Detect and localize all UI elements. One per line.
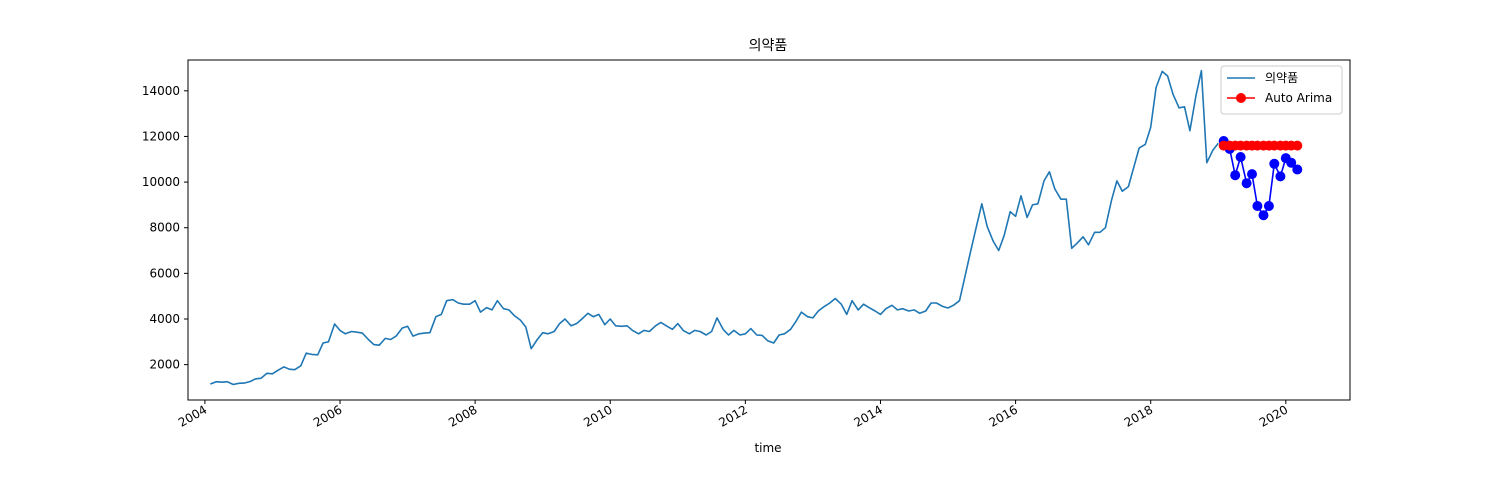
series-1-point-10 <box>1275 171 1286 182</box>
x-tick-label-2: 2008 <box>446 402 479 429</box>
x-tick-label-5: 2014 <box>852 402 885 429</box>
y-tick-label-1: 4000 <box>149 312 180 326</box>
x-tick-label-7: 2018 <box>1122 402 1155 429</box>
x-axis-title: time <box>754 441 781 455</box>
series-1-point-8 <box>1263 201 1274 211</box>
y-tick-label-6: 14000 <box>142 84 180 98</box>
x-tick-label-0: 2004 <box>176 402 209 429</box>
x-tick-label-4: 2012 <box>716 402 749 429</box>
series-1-point-12 <box>1286 157 1297 168</box>
y-tick-label-3: 8000 <box>149 221 180 235</box>
y-tick-label-2: 6000 <box>149 266 180 280</box>
chart-title: 의약품 <box>749 38 788 54</box>
series-1-point-6 <box>1252 201 1263 211</box>
legend-label-series-2: Auto Arima <box>1265 91 1332 105</box>
plot-frame <box>187 59 1351 401</box>
plot-area <box>188 60 1350 400</box>
y-tick-label-0: 2000 <box>149 358 180 372</box>
legend-label-series-0: 의약품 <box>1265 70 1298 85</box>
series-2-point-13 <box>1292 140 1303 151</box>
series-1-point-2 <box>1230 170 1241 181</box>
y-tick-label-5: 12000 <box>142 129 180 143</box>
series-line-0 <box>210 69 1219 386</box>
series-1-point-9 <box>1269 158 1280 169</box>
x-tick-label-6: 2016 <box>987 402 1020 429</box>
series-1-point-4 <box>1241 178 1252 189</box>
x-tick-label-1: 2006 <box>311 402 344 429</box>
legend: 의약품 Auto Arima <box>1220 65 1343 115</box>
series-1-point-13 <box>1292 164 1303 175</box>
series-1-point-5 <box>1247 169 1257 180</box>
x-tick-label-3: 2010 <box>581 402 614 429</box>
x-tick-label-8: 2020 <box>1257 402 1290 429</box>
series-layer <box>210 69 1303 386</box>
y-axis: 2000 4000 6000 8000 10000 12000 14000 <box>142 84 188 372</box>
y-tick-label-4: 10000 <box>142 175 180 189</box>
legend-marker-series-2 <box>1236 93 1246 103</box>
series-1-point-7 <box>1258 210 1269 221</box>
x-axis: 2004 2006 2008 2010 2012 2014 2016 2018 2020 <box>176 400 1290 430</box>
series-1-point-3 <box>1235 152 1246 162</box>
